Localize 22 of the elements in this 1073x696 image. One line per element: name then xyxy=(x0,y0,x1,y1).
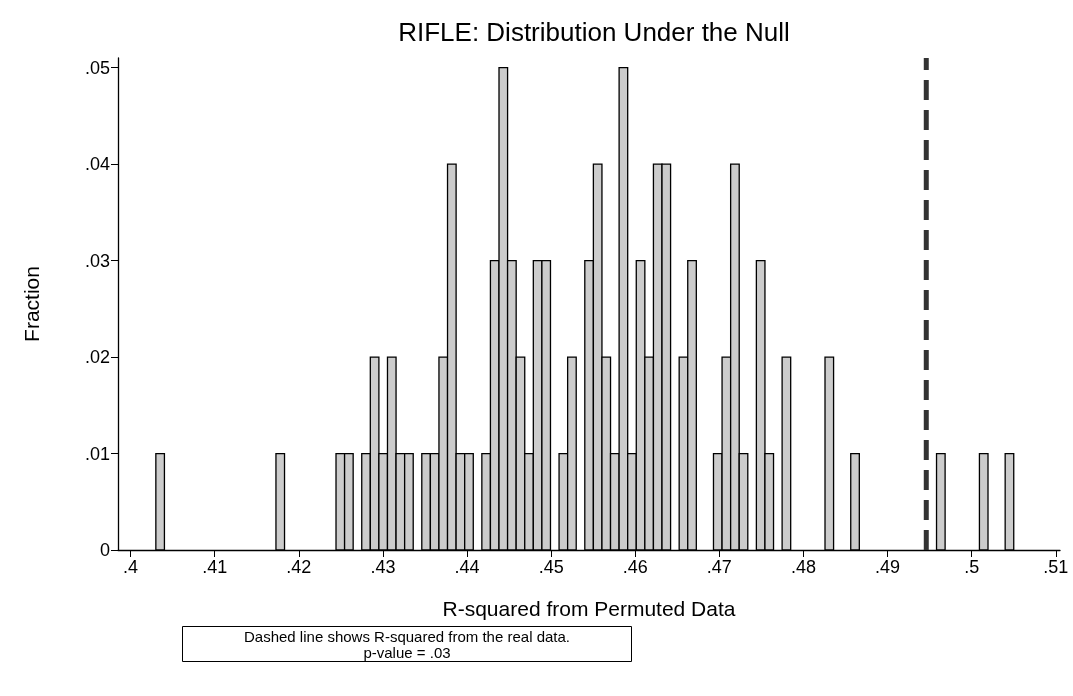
x-tick-label: .51 xyxy=(1043,557,1069,577)
x-tick-label: .4 xyxy=(123,557,139,577)
y-tick-label: .04 xyxy=(84,154,110,175)
y-axis-title: Fraction xyxy=(20,266,43,342)
x-tick-label: .42 xyxy=(286,557,312,577)
y-tick-label: .02 xyxy=(84,347,110,368)
x-tick-label: .41 xyxy=(202,557,228,577)
x-tick-label: .44 xyxy=(454,557,480,577)
text: Dashed line shows R-squared from the real data. p-value = .03 xyxy=(243,627,571,661)
x-tick-label: .47 xyxy=(706,557,732,577)
x-tick-label: .46 xyxy=(622,557,648,577)
x-tick-label: .48 xyxy=(790,557,816,577)
y-tick-label: .03 xyxy=(84,250,110,271)
x-tick-label: .45 xyxy=(538,557,564,577)
x-tick-label: .43 xyxy=(370,557,396,577)
y-tick-label: .01 xyxy=(84,443,110,464)
x-tick-label: .5 xyxy=(964,557,980,577)
x-tick-label: .49 xyxy=(875,557,901,577)
y-tick-label: 0 xyxy=(99,540,110,560)
chart-title: RIFLE: Distribution Under the Null xyxy=(398,17,790,47)
x-axis-title: R-squared from Permuted Data xyxy=(442,597,736,620)
y-tick-label: .05 xyxy=(84,57,110,78)
